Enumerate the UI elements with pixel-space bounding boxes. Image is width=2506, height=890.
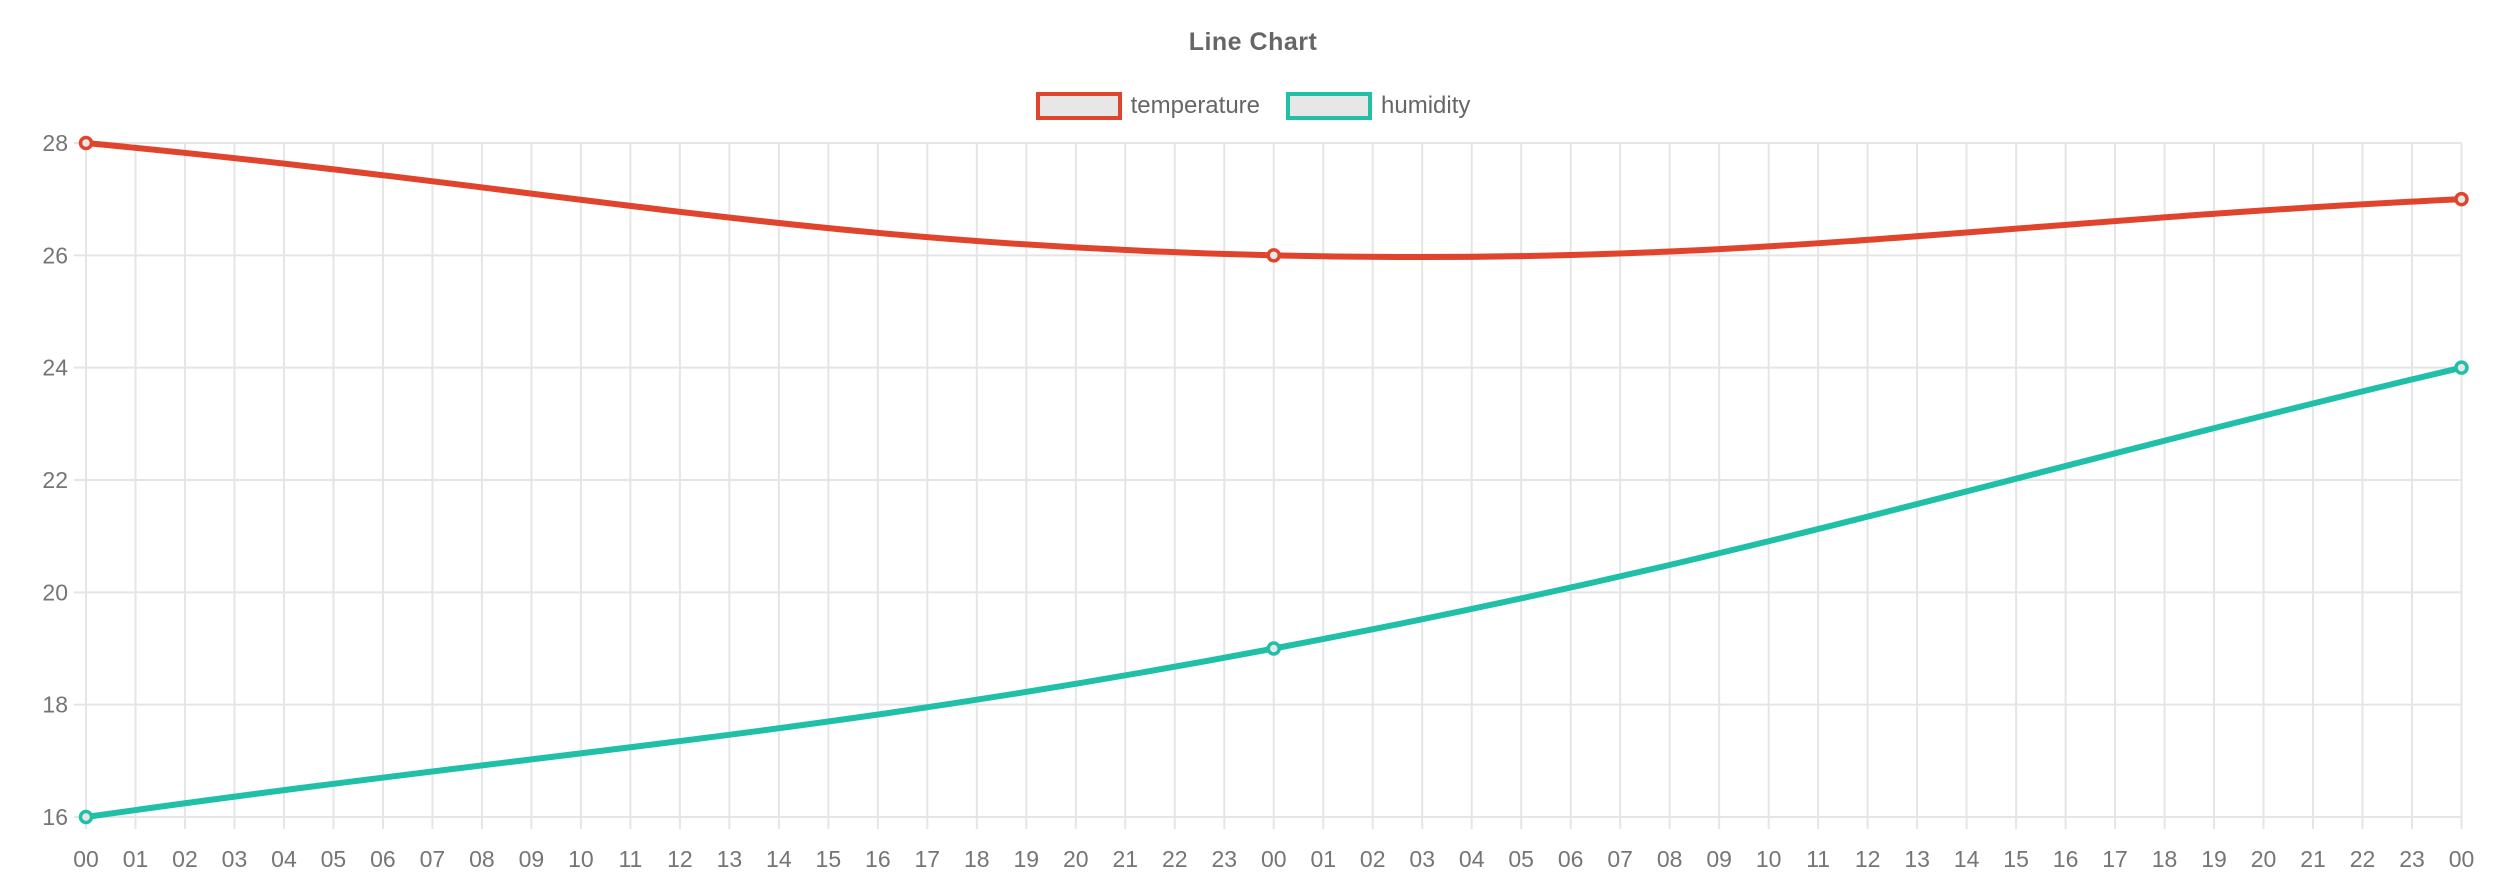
x-tick-label: 05 — [1508, 846, 1534, 872]
x-tick-label: 16 — [2053, 846, 2079, 872]
x-tick-label: 13 — [717, 846, 743, 872]
x-tick-label: 17 — [915, 846, 941, 872]
y-tick-label: 28 — [42, 130, 68, 156]
data-point-temperature-2[interactable] — [2454, 191, 2469, 207]
x-tick-label: 18 — [2152, 846, 2178, 872]
y-tick-label: 24 — [42, 355, 68, 381]
x-tick-label: 18 — [964, 846, 990, 872]
x-tick-label: 03 — [1409, 846, 1435, 872]
x-tick-label: 09 — [519, 846, 545, 872]
legend-item-temperature[interactable]: temperature — [1035, 92, 1261, 120]
x-tick-label: 02 — [172, 846, 198, 872]
x-tick-label: 03 — [222, 846, 248, 872]
x-tick-label: 13 — [1904, 846, 1930, 872]
chart-title: Line Chart — [1188, 28, 1318, 56]
x-tick-label: 10 — [1756, 846, 1782, 872]
x-tick-label: 00 — [1261, 846, 1287, 872]
x-tick-label: 15 — [816, 846, 842, 872]
x-tick-label: 20 — [2251, 846, 2277, 872]
x-tick-label: 00 — [2449, 846, 2475, 872]
y-tick-label: 22 — [42, 467, 68, 493]
x-tick-label: 09 — [1706, 846, 1732, 872]
x-tick-label: 07 — [1607, 846, 1633, 872]
x-tick-label: 23 — [1211, 846, 1237, 872]
x-tick-label: 11 — [1806, 846, 1830, 872]
x-tick-label: 20 — [1063, 846, 1089, 872]
x-tick-label: 12 — [1855, 846, 1881, 872]
x-tick-label: 11 — [618, 846, 642, 872]
x-tick-label: 23 — [2399, 846, 2425, 872]
data-point-humidity-0[interactable] — [78, 809, 94, 825]
x-tick-label: 22 — [2350, 846, 2376, 872]
x-tick-label: 21 — [2300, 846, 2326, 872]
y-tick-label: 20 — [42, 579, 68, 605]
x-tick-label: 01 — [123, 846, 149, 872]
x-tick-label: 04 — [1459, 846, 1485, 872]
x-tick-label: 16 — [865, 846, 891, 872]
x-tick-label: 14 — [1954, 846, 1980, 872]
data-point-temperature-1[interactable] — [1266, 248, 1281, 263]
y-tick-label: 26 — [42, 242, 68, 268]
x-tick-label: 06 — [1558, 846, 1584, 872]
x-tick-label: 00 — [73, 846, 99, 872]
legend-label-humidity: humidity — [1381, 92, 1471, 119]
legend-label-temperature: temperature — [1130, 92, 1261, 119]
x-tick-label: 22 — [1162, 846, 1188, 872]
data-point-humidity-2[interactable] — [2454, 360, 2469, 375]
x-tick-label: 06 — [370, 846, 396, 872]
x-tick-label: 08 — [1657, 846, 1683, 872]
legend-item-humidity[interactable]: humidity — [1286, 92, 1470, 120]
x-tick-label: 07 — [420, 846, 446, 872]
legend-swatch-temperature — [1035, 92, 1122, 120]
y-tick-label: 16 — [42, 804, 68, 830]
legend-swatch-humidity — [1286, 92, 1373, 120]
x-tick-label: 02 — [1360, 846, 1386, 872]
y-tick-label: 18 — [42, 692, 68, 718]
x-tick-label: 12 — [667, 846, 693, 872]
x-tick-label: 21 — [1112, 846, 1138, 872]
data-point-humidity-1[interactable] — [1266, 641, 1281, 656]
x-tick-label: 15 — [2003, 846, 2029, 872]
x-tick-label: 19 — [1014, 846, 1040, 872]
data-point-temperature-0[interactable] — [78, 135, 94, 151]
x-tick-label: 17 — [2102, 846, 2128, 872]
x-tick-label: 19 — [2201, 846, 2227, 872]
x-tick-label: 10 — [568, 846, 594, 872]
x-tick-label: 05 — [321, 846, 347, 872]
x-tick-label: 04 — [271, 846, 297, 872]
chart-legend: temperature humidity — [0, 92, 2506, 120]
x-tick-label: 08 — [469, 846, 495, 872]
x-tick-label: 14 — [766, 846, 792, 872]
x-tick-label: 01 — [1310, 846, 1336, 872]
